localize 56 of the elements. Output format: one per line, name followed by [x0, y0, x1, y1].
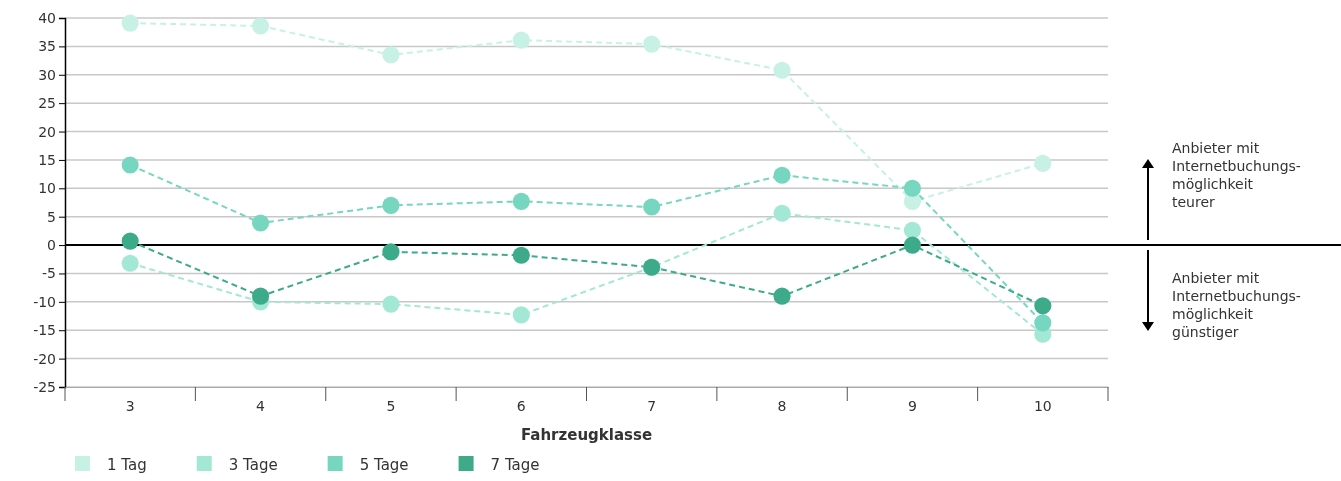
- y-tick-label: 25: [38, 95, 56, 112]
- y-tick-label: 30: [38, 66, 56, 83]
- y-tick-label: 0: [47, 237, 56, 254]
- y-tick-label: -15: [33, 322, 56, 339]
- point: [773, 287, 791, 305]
- x-tick-label: 10: [1033, 397, 1052, 414]
- point: [252, 17, 270, 35]
- legend-label: 7 Tage: [490, 456, 540, 474]
- x-axis-title: Fahrzeugklasse: [520, 426, 653, 444]
- point: [1034, 297, 1052, 315]
- y-tick-label: -20: [33, 350, 56, 367]
- x-tick-label: 3: [125, 397, 135, 414]
- point: [252, 214, 270, 232]
- point: [903, 221, 921, 239]
- point: [773, 61, 791, 79]
- point: [512, 192, 530, 210]
- point: [903, 179, 921, 197]
- point: [121, 254, 139, 272]
- point: [121, 156, 139, 174]
- point: [512, 246, 530, 264]
- legend-label: 5 Tage: [359, 456, 409, 474]
- x-tick-label: 7: [647, 397, 657, 414]
- text: Anbieter mit Internetbuchungs-möglichkeit teurer: [1172, 140, 1301, 211]
- y-tick-label: 40: [38, 9, 56, 26]
- text: Anbieter mit Internetbuchungs-möglichkeit günstiger: [1172, 270, 1301, 341]
- point: [773, 204, 791, 222]
- point: [1034, 314, 1052, 332]
- point: [121, 14, 139, 32]
- y-tick-label: 10: [38, 180, 56, 197]
- x-tick-label: 4: [256, 397, 266, 414]
- legend-label: 1 Tag: [107, 456, 147, 474]
- y-tick-label: 5: [47, 208, 56, 225]
- point: [382, 243, 400, 261]
- y-tick-label: -25: [33, 378, 56, 395]
- legend-label: 3 Tage: [228, 456, 278, 474]
- x-tick-label: 9: [907, 397, 917, 414]
- point: [382, 295, 400, 313]
- point: [512, 31, 530, 49]
- y-tick-label: 15: [38, 151, 56, 168]
- point: [382, 196, 400, 214]
- point: [382, 46, 400, 64]
- x-tick-label: 6: [516, 397, 526, 414]
- y-tick-label: -10: [33, 293, 56, 310]
- point: [773, 166, 791, 184]
- point: [512, 306, 530, 324]
- x-tick-label: 5: [386, 397, 396, 414]
- y-tick-label: 20: [38, 123, 56, 140]
- x-tick-label: 8: [777, 397, 787, 414]
- point: [252, 287, 270, 305]
- point: [643, 198, 661, 216]
- y-tick-label: -5: [42, 265, 56, 282]
- point: [121, 232, 139, 250]
- point: [903, 236, 921, 254]
- y-tick-label: 35: [38, 38, 56, 55]
- point: [643, 35, 661, 53]
- point: [1034, 154, 1052, 172]
